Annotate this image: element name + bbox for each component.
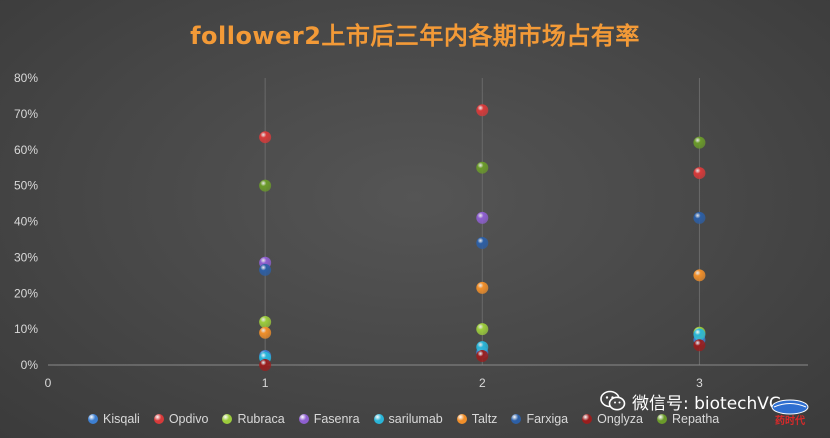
point-onglyza [476,350,489,363]
point-opdivo [259,131,272,144]
point-onglyza [259,359,272,371]
point-opdivo [693,167,706,180]
point-repatha [476,161,489,174]
data-points [259,104,706,371]
point-opdivo [476,104,489,117]
y-tick-label: 60% [14,143,38,157]
legend-marker [153,414,164,424]
legend: Kisqali Opdivo Rubraca Fasenra sarilumab Talt… [88,409,719,429]
legend-label: Fasenra [313,412,360,426]
point-sarilumab [693,328,706,341]
legend-label: Taltz [471,412,498,426]
legend-item-repatha: Repatha [656,412,720,426]
legend-marker [456,414,467,424]
legend-item-rubraca: Rubraca [222,412,285,426]
x-tick-label: 0 [45,376,52,390]
point-fasenra [476,211,489,224]
legend-marker [222,414,233,424]
legend-label: Repatha [671,412,720,426]
point-onglyza [693,339,706,352]
y-tick-label: 80% [14,71,38,85]
point-taltz [259,326,272,339]
legend-label: Rubraca [237,412,285,426]
legend-item-onglyza: Onglyza [582,412,643,426]
watermark-text: 微信号: biotechVC [632,393,781,414]
tick-labels: 0% 10% 20% 30% 40% 50% 60% 70% 80% 0 1 2 3 [14,71,703,390]
legend-marker [88,414,98,424]
logo-caption: 药时代 [775,414,805,427]
chart-title: follower2上市后三年内各期市场占有率 [190,22,640,50]
y-tick-label: 20% [14,286,38,300]
point-taltz [476,281,489,294]
legend-marker [582,414,593,424]
watermark: 微信号: biotechVC [600,386,781,416]
point-farxiga [693,211,706,224]
point-farxiga [259,263,272,276]
y-tick-label: 40% [14,215,38,229]
legend-item-sarilumab: sarilumab [373,412,443,426]
legend-item-opdivo: Opdivo [153,412,209,426]
x-tick-label: 2 [479,376,486,390]
legend-label: sarilumab [388,412,443,426]
x-tick-label: 3 [696,376,703,390]
point-rubraca [476,323,489,336]
legend-item-taltz: Taltz [456,412,498,426]
y-tick-label: 10% [14,322,38,336]
point-repatha [693,136,706,149]
legend-label: Kisqali [103,412,140,426]
y-tick-label: 30% [14,250,38,264]
legend-label: Farxiga [526,412,569,426]
x-tick-label: 1 [262,376,269,390]
legend-marker [298,414,309,424]
point-rubraca [259,315,272,328]
logo-badge: 药时代 [771,399,809,427]
y-tick-label: 0% [21,358,39,372]
point-sarilumab [476,341,489,354]
legend-marker [656,414,667,424]
point-repatha [259,179,272,192]
legend-label: Onglyza [597,412,643,426]
legend-label: Opdivo [168,412,209,426]
legend-marker [373,414,384,424]
legend-marker [511,414,522,424]
point-taltz [693,269,706,282]
legend-item-farxiga: Farxiga [511,412,568,426]
y-tick-label: 70% [14,107,38,121]
legend-item-kisqali: Kisqali [88,412,140,426]
point-farxiga [476,237,489,250]
wechat-icon [600,390,626,411]
legend-item-fasenra: Fasenra [298,412,360,426]
y-tick-label: 50% [14,179,38,193]
